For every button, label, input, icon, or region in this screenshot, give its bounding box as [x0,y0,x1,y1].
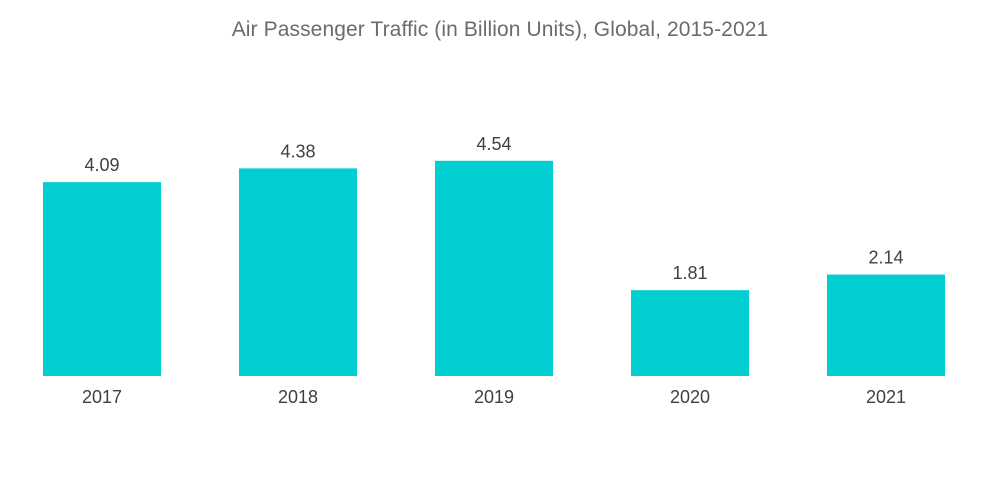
value-label-2019: 4.54 [476,134,511,154]
value-label-2018: 4.38 [280,141,315,161]
x-tick-label-2021: 2021 [866,387,906,407]
value-label-2020: 1.81 [672,263,707,283]
bar-2018 [239,168,357,376]
bar-2019 [435,160,553,376]
chart-title: Air Passenger Traffic (in Billion Units)… [231,18,769,41]
x-tick-label-2020: 2020 [670,387,710,407]
value-label-2017: 4.09 [84,155,119,175]
x-tick-label-2017: 2017 [82,387,122,407]
bar-2020 [631,290,749,376]
bar-2021 [827,274,945,376]
labels-layer: 4.09 2017 4.38 2018 4.54 2019 1.81 2020 2.14 2021 [82,134,906,407]
x-tick-label-2018: 2018 [278,387,318,407]
value-label-2021: 2.14 [868,248,903,268]
bar-2017 [43,182,161,376]
bars-layer [43,160,945,376]
x-tick-label-2019: 2019 [474,387,514,407]
